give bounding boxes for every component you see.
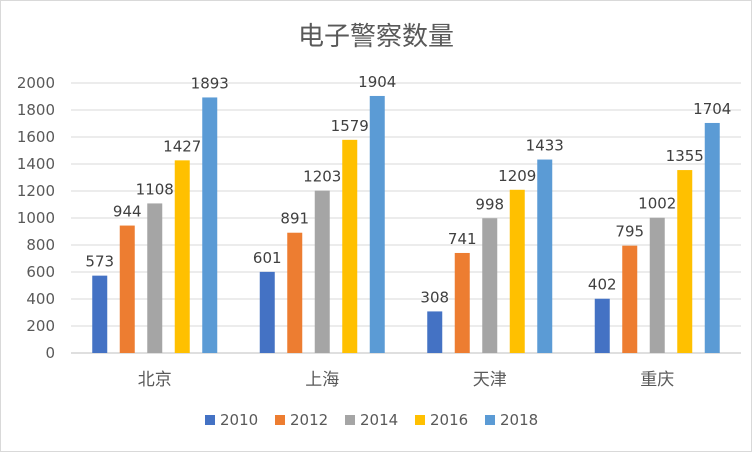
- x-axis-categories: 北京 上海 天津 重庆: [138, 370, 675, 390]
- bar-2018-3: [704, 122, 720, 354]
- y-tick-label: 2000: [17, 74, 55, 92]
- y-tick-label: 400: [26, 290, 55, 308]
- y-axis-ticks: 0 200 400 600 800 1000 1200 1400 1600 1800 2000: [17, 74, 55, 362]
- data-label: 1427: [163, 137, 201, 155]
- data-label: 1203: [303, 168, 341, 186]
- y-tick-label: 800: [26, 236, 55, 254]
- category-label: 上海: [305, 370, 339, 390]
- bar-2014-1: [314, 190, 330, 353]
- bar-2016-1: [342, 139, 358, 353]
- data-label: 1209: [498, 167, 536, 185]
- bar-2012-2: [454, 252, 470, 353]
- bar-2018-1: [369, 95, 385, 354]
- bar-2010-1: [259, 271, 275, 353]
- data-label: 944: [113, 203, 142, 221]
- data-label: 741: [448, 230, 477, 248]
- y-tick-label: 600: [26, 263, 55, 281]
- data-label: 308: [420, 288, 449, 306]
- y-tick-label: 1800: [17, 101, 55, 119]
- data-label: 402: [588, 276, 617, 294]
- data-labels: 573 944 1108 1427 1893 601 891 1203 1579 1904 308 7…: [85, 73, 731, 306]
- legend: 2010 2012 2014 2016 2018: [205, 411, 538, 429]
- bar-2014-2: [482, 218, 498, 353]
- bar-2018-2: [537, 159, 553, 353]
- legend-label: 2010: [220, 411, 258, 429]
- data-label: 601: [253, 249, 282, 267]
- legend-swatch-2010: [205, 415, 215, 425]
- data-label: 1108: [136, 180, 174, 198]
- bar-2016-3: [677, 170, 693, 353]
- gridlines: [71, 82, 741, 354]
- y-tick-label: 1200: [17, 182, 55, 200]
- legend-label: 2018: [500, 411, 538, 429]
- data-label: 1002: [638, 195, 676, 213]
- category-label: 天津: [473, 370, 507, 390]
- data-label: 1893: [191, 74, 229, 92]
- data-label: 1579: [331, 117, 369, 135]
- y-tick-label: 200: [26, 317, 55, 335]
- bar-2018-0: [202, 97, 218, 353]
- bar-2012-3: [622, 245, 638, 353]
- legend-label: 2016: [430, 411, 468, 429]
- legend-swatch-2012: [275, 415, 285, 425]
- y-tick-label: 0: [45, 344, 55, 362]
- bar-2014-0: [147, 203, 163, 353]
- legend-label: 2012: [290, 411, 328, 429]
- bar-2012-1: [287, 232, 303, 353]
- y-tick-label: 1400: [17, 155, 55, 173]
- category-label: 北京: [138, 370, 172, 390]
- bar-2016-2: [509, 189, 525, 353]
- data-label: 1355: [666, 147, 704, 165]
- bar-2012-0: [119, 225, 135, 353]
- bar-2010-0: [92, 275, 108, 353]
- bar-2014-3: [649, 217, 665, 353]
- chart-title: 电子警察数量: [298, 22, 454, 52]
- y-tick-label: 1600: [17, 128, 55, 146]
- bar-2010-2: [427, 311, 443, 353]
- data-label: 1704: [693, 100, 731, 118]
- data-label: 891: [280, 210, 309, 228]
- y-tick-label: 1000: [17, 209, 55, 227]
- category-label: 重庆: [640, 370, 674, 390]
- data-label: 998: [475, 195, 504, 213]
- data-label: 795: [615, 223, 644, 241]
- data-label: 573: [85, 253, 114, 271]
- legend-label: 2014: [360, 411, 398, 429]
- bars: [92, 95, 720, 354]
- data-label: 1904: [358, 73, 396, 91]
- legend-swatch-2016: [415, 415, 425, 425]
- data-label: 1433: [526, 137, 564, 155]
- bar-2016-0: [174, 160, 190, 353]
- bar-2010-3: [594, 298, 610, 353]
- legend-swatch-2014: [345, 415, 355, 425]
- legend-swatch-2018: [485, 415, 495, 425]
